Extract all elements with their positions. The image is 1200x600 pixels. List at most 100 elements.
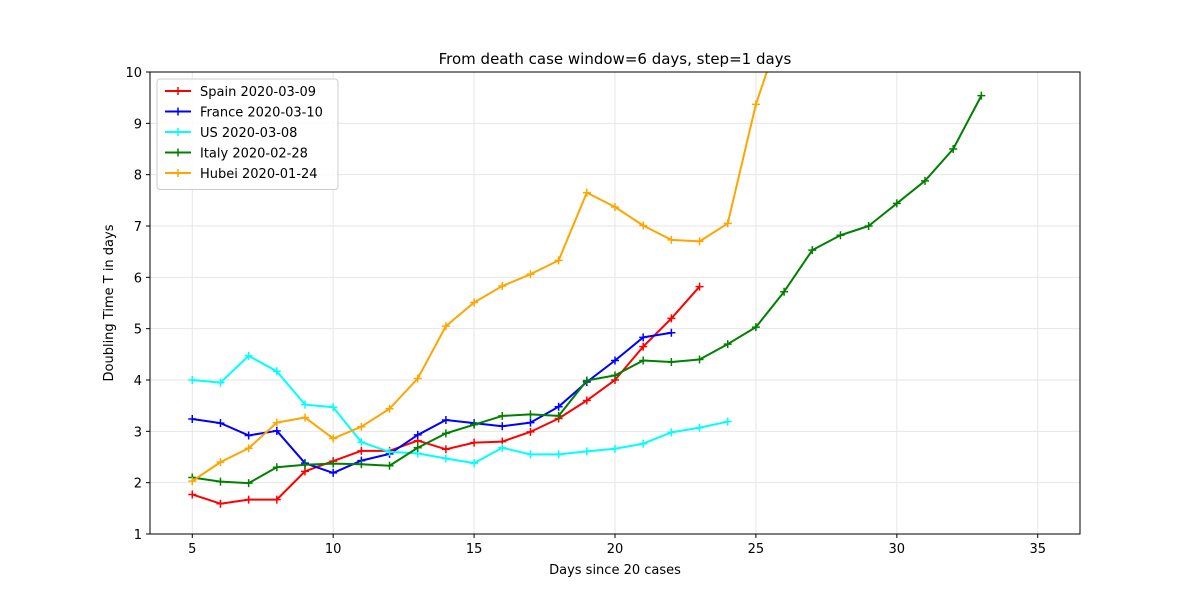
data-point — [582, 188, 591, 197]
data-point — [385, 461, 394, 470]
data-point — [611, 203, 619, 212]
x-tick-label: 30 — [889, 542, 906, 557]
data-point — [441, 445, 450, 454]
y-axis: 1 2 3 4 5 6 7 8 9 10 — [125, 66, 150, 543]
data-point — [188, 415, 197, 424]
data-point — [244, 444, 253, 453]
legend-marker — [174, 87, 182, 95]
chart-title: From death case window=6 days, step=1 da… — [439, 50, 792, 68]
y-tick-label: 5 — [134, 323, 142, 338]
legend-label: Italy 2020-02-28 — [200, 147, 308, 162]
data-point — [554, 256, 563, 265]
data-point — [611, 356, 619, 365]
data-point — [216, 477, 225, 486]
data-point — [301, 467, 309, 476]
data-point — [272, 426, 281, 435]
data-point — [723, 340, 732, 349]
data-point — [357, 438, 366, 447]
data-point — [949, 145, 958, 153]
data-point — [695, 355, 704, 364]
legend-item: Italy 2020-02-28 — [165, 147, 308, 162]
data-point — [413, 430, 422, 439]
data-point — [272, 367, 281, 376]
data-point — [639, 342, 648, 351]
data-point — [667, 235, 676, 244]
data-point — [892, 199, 901, 208]
legend-item: US 2020-03-08 — [165, 126, 297, 141]
data-point — [301, 400, 309, 409]
series-3 — [188, 351, 732, 468]
data-point — [723, 417, 732, 426]
data-point — [216, 499, 225, 508]
data-point — [667, 428, 676, 437]
series-layer — [188, 72, 986, 508]
data-point — [441, 429, 450, 438]
y-tick-label: 8 — [134, 169, 142, 184]
legend-marker — [174, 107, 182, 116]
series-4 — [188, 91, 986, 488]
data-point — [357, 460, 366, 469]
data-point — [188, 376, 197, 384]
data-point — [188, 477, 197, 486]
data-point — [611, 371, 619, 380]
data-point — [441, 322, 450, 331]
y-tick-label: 9 — [134, 117, 142, 132]
data-point — [498, 282, 507, 291]
legend-label: US 2020-03-08 — [200, 126, 297, 141]
data-point — [554, 402, 563, 411]
data-point — [667, 328, 676, 337]
data-point — [977, 91, 986, 100]
legend-box — [156, 78, 339, 190]
y-tick-label: 6 — [134, 271, 142, 286]
legend-marker — [174, 148, 182, 157]
x-tick-label: 25 — [748, 542, 765, 557]
data-point — [639, 221, 648, 230]
data-point — [498, 411, 507, 420]
data-point — [216, 458, 225, 467]
data-point — [413, 443, 422, 452]
legend-label: Spain 2020-03-09 — [200, 85, 316, 100]
legend-item: Spain 2020-03-09 — [165, 85, 316, 100]
series-line — [191, 72, 768, 482]
y-tick-label: 1 — [134, 528, 142, 543]
data-point — [526, 270, 535, 279]
data-point — [244, 479, 253, 488]
data-point — [864, 222, 873, 230]
data-point — [357, 446, 366, 455]
y-tick-label: 2 — [134, 477, 142, 492]
data-point — [667, 358, 676, 367]
data-point — [639, 439, 648, 448]
data-point — [470, 459, 479, 468]
data-point — [385, 404, 394, 413]
series-line — [192, 331, 672, 474]
data-point — [357, 422, 366, 431]
data-point — [695, 282, 704, 291]
legend-item: Hubei 2020-01-24 — [165, 167, 318, 182]
data-point — [780, 287, 789, 296]
data-point — [413, 374, 422, 383]
data-point — [301, 413, 309, 422]
data-point — [582, 376, 591, 385]
data-point — [751, 323, 760, 332]
data-point — [244, 351, 253, 360]
data-point — [554, 450, 563, 459]
data-point — [244, 495, 253, 504]
x-tick-label: 10 — [325, 542, 342, 557]
legend-marker — [174, 169, 182, 177]
data-point — [808, 246, 817, 255]
data-point — [667, 314, 676, 323]
legend-marker — [174, 128, 182, 136]
legend: Spain 2020-03-09 France 2020-03-10 US 2020… — [156, 78, 339, 190]
data-point — [272, 463, 281, 472]
data-point — [582, 447, 591, 456]
data-point — [329, 434, 338, 443]
data-point — [272, 418, 281, 427]
data-point — [470, 438, 479, 447]
data-point — [441, 416, 450, 425]
y-axis-label: Doubling Time T in days — [102, 224, 117, 381]
data-point — [526, 427, 535, 436]
data-point — [526, 450, 535, 459]
y-tick-label: 3 — [134, 425, 142, 440]
data-point — [470, 298, 479, 307]
